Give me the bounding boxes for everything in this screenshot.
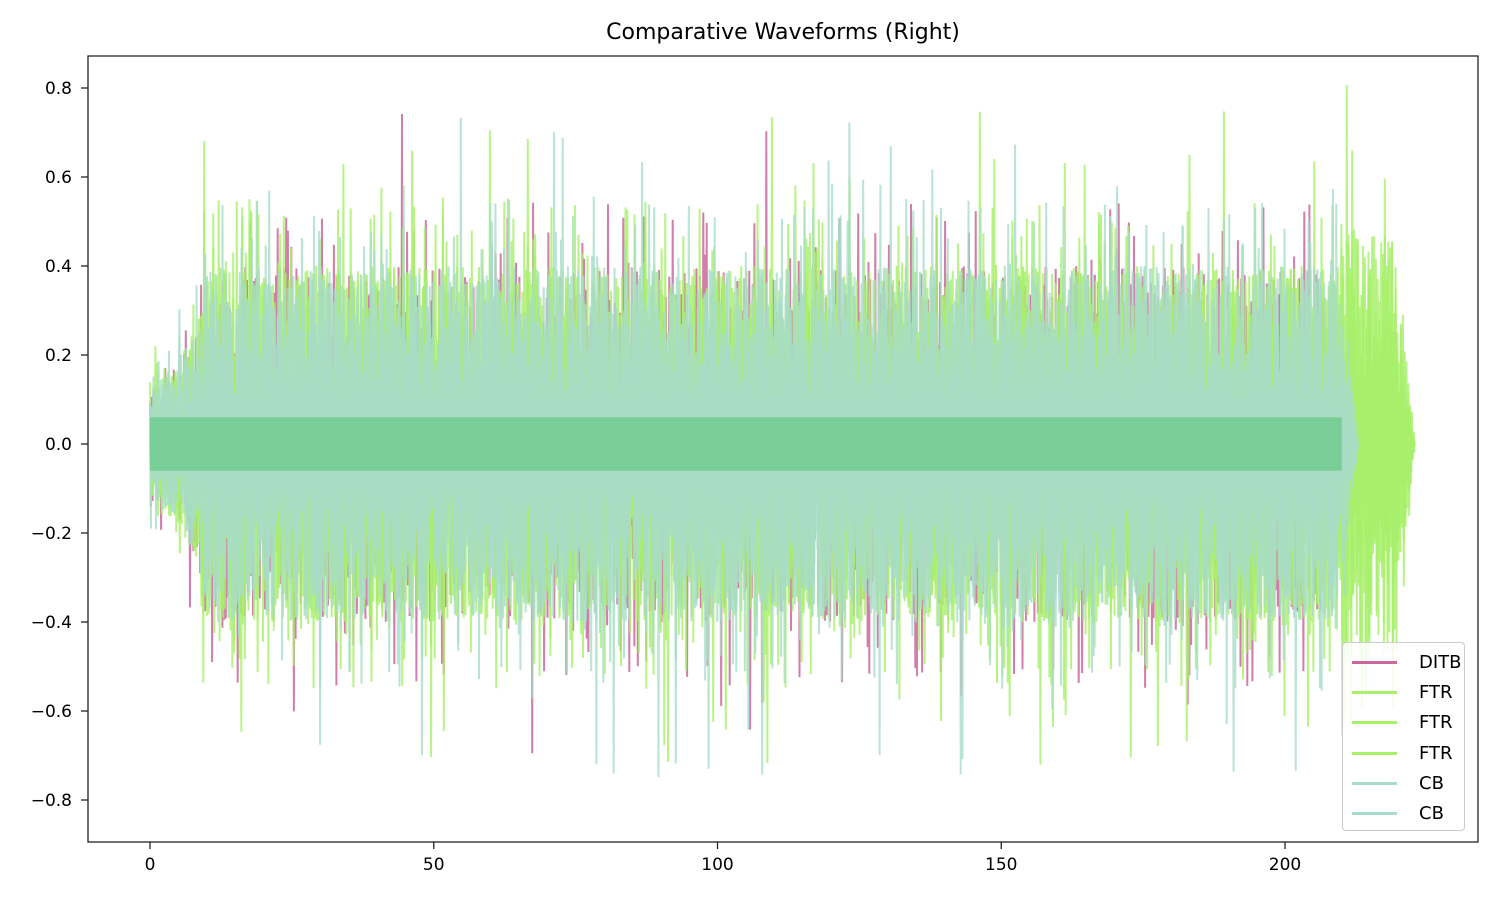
x-tick-label: 100 xyxy=(701,855,733,875)
waveform-core-band xyxy=(150,417,1342,471)
legend-swatch xyxy=(1352,781,1397,785)
x-tick-label: 150 xyxy=(985,855,1017,875)
y-tick-label: −0.2 xyxy=(31,524,72,544)
legend-item-cb: CB xyxy=(1343,798,1464,828)
y-tick-label: −0.4 xyxy=(31,613,72,633)
legend-swatch xyxy=(1352,690,1397,694)
y-tick-label: −0.6 xyxy=(31,702,72,722)
x-tick-label: 200 xyxy=(1269,855,1301,875)
legend-swatch xyxy=(1352,660,1397,664)
legend-label: FTR xyxy=(1419,681,1453,703)
legend-label: FTR xyxy=(1419,742,1453,764)
y-tick-label: 0.8 xyxy=(45,79,72,99)
x-tick-label: 50 xyxy=(423,855,445,875)
legend-swatch xyxy=(1352,812,1397,816)
legend-item-ftr: FTR xyxy=(1343,738,1464,768)
legend-label: FTR xyxy=(1419,712,1453,734)
x-tick-label: 0 xyxy=(145,855,156,875)
y-axis: 0.8 0.6 0.4 0.2 0.0 −0.2 −0.4 −0.6 −0.8 xyxy=(31,79,88,811)
y-tick-label: −0.8 xyxy=(31,791,72,811)
legend-item-ftr: FTR xyxy=(1343,677,1464,707)
legend-item-ftr: FTR xyxy=(1343,708,1464,738)
legend-label: CB xyxy=(1419,803,1444,825)
plot-frame xyxy=(87,55,1479,843)
legend-label: DITB xyxy=(1419,651,1462,673)
legend-swatch xyxy=(1352,751,1397,755)
legend-swatch xyxy=(1352,721,1397,725)
legend-item-ditb: DITB xyxy=(1343,647,1464,677)
legend-label: CB xyxy=(1419,772,1444,794)
y-tick-label: 0.4 xyxy=(45,257,72,277)
legend: DITB FTR FTR FTR CB CB xyxy=(1342,642,1465,831)
legend-item-cb: CB xyxy=(1343,768,1464,798)
chart-title: Comparative Waveforms (Right) xyxy=(606,20,960,45)
x-axis: 0 50 100 150 200 xyxy=(145,842,1301,875)
y-tick-label: 0.0 xyxy=(45,435,72,455)
y-tick-label: 0.6 xyxy=(45,168,72,188)
waveform-layer xyxy=(149,84,1416,778)
y-tick-label: 0.2 xyxy=(45,346,72,366)
